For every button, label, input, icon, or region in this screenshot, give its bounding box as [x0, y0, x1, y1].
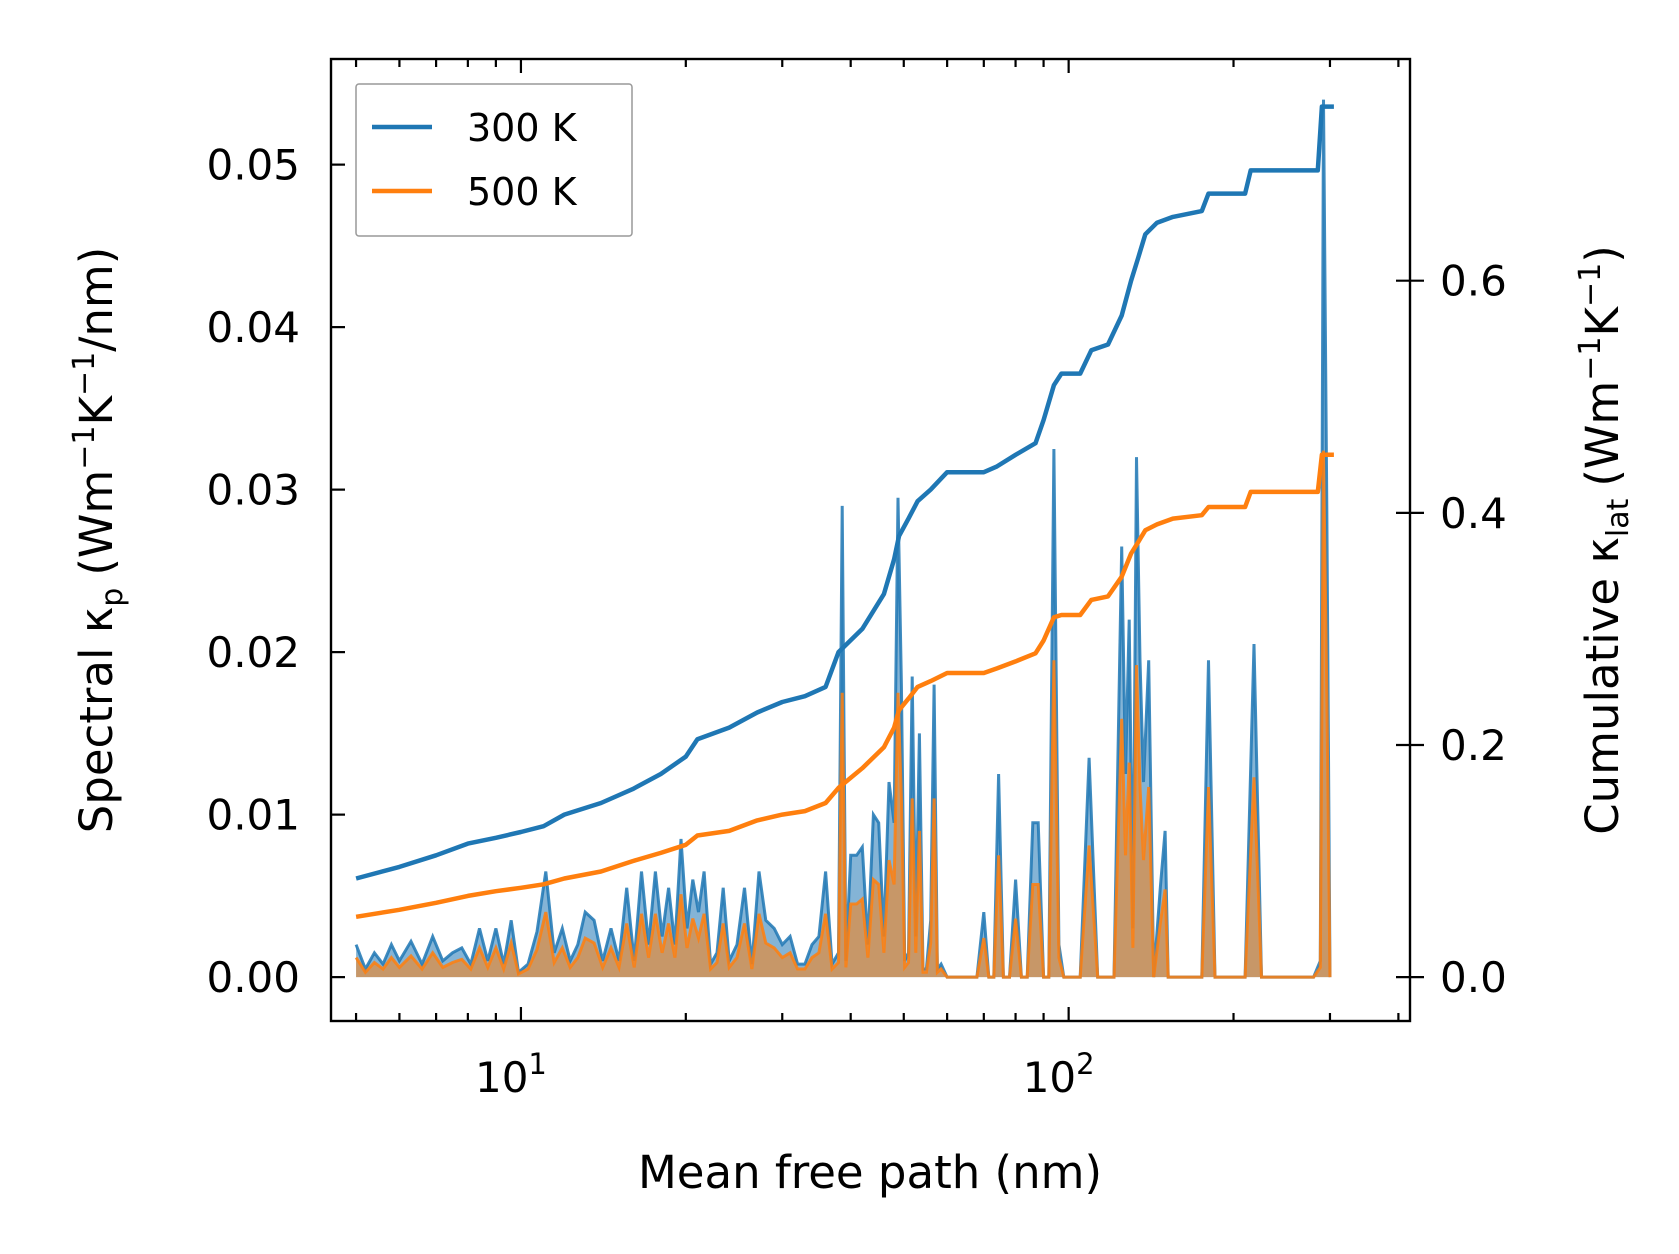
x-axis-title: Mean free path (nm) — [638, 1146, 1102, 1199]
axis-ticks: 101 1020.000.010.020.030.040.050.00.20.40… — [206, 59, 1507, 1102]
x-tick-label: 101 — [475, 1047, 547, 1102]
y-right-tick-label: 0.4 — [1440, 489, 1507, 538]
x-tick-label-exp: 1 — [528, 1047, 546, 1081]
y-right-title-sub: lat — [1601, 498, 1636, 537]
spectral-area-layer — [354, 99, 1332, 979]
legend-box — [355, 83, 633, 237]
plot-frame — [329, 57, 1412, 1023]
y-left-tick-label: 0.03 — [206, 466, 300, 515]
legend-label-300k: 300 K — [467, 106, 578, 150]
y-left-title-mid: K — [70, 395, 123, 426]
y-right-tick-label: 0.6 — [1440, 257, 1507, 306]
cumulative-line-300k — [355, 104, 1334, 881]
legend-label-500k: 500 K — [467, 170, 578, 214]
y-right-title-main: Cumulative κ — [1576, 537, 1629, 835]
y-right-title-sup2: −1 — [1573, 263, 1608, 307]
y-left-title-tail: /nm) — [70, 247, 123, 352]
y-left-title-sup1: −1 — [67, 426, 102, 470]
y-left-title-sup2: −1 — [67, 352, 102, 396]
cumulative-line-layer — [355, 104, 1334, 920]
y-left-tick-label: 0.00 — [206, 953, 300, 1002]
y-right-title-mid: K — [1576, 306, 1629, 337]
spectral-edge-300k — [354, 99, 1332, 979]
spectral-edge-500k — [354, 450, 1332, 979]
legend: 300 K 500 K — [355, 83, 633, 237]
y-right-title-sup1: −1 — [1573, 337, 1608, 381]
y-left-tick-label: 0.01 — [206, 791, 300, 840]
x-tick-label: 102 — [1023, 1047, 1095, 1102]
y-right-axis-title: Cumulative κlat(Wm−1K−1) — [1573, 245, 1636, 835]
y-right-title-units: (Wm — [1576, 381, 1629, 487]
y-left-tick-label: 0.05 — [206, 141, 300, 190]
cumulative-line-500k — [355, 452, 1334, 920]
y-left-tick-label: 0.04 — [206, 303, 300, 352]
spectral-area-500k — [356, 450, 1331, 978]
y-right-tick-label: 0.0 — [1440, 953, 1507, 1002]
x-tick-label-base: 10 — [1023, 1053, 1076, 1102]
y-left-title-units: (Wm — [70, 470, 123, 576]
y-right-tick-label: 0.2 — [1440, 721, 1507, 770]
x-tick-label-exp: 2 — [1076, 1047, 1094, 1081]
y-left-axis-title: Spectral κp(Wm−1K−1/nm) — [67, 247, 130, 834]
y-right-title-tail: ) — [1576, 245, 1629, 263]
x-tick-label-base: 10 — [475, 1053, 528, 1102]
y-left-title-sub: p — [95, 588, 130, 607]
y-left-title-main: Spectral κ — [70, 607, 123, 834]
y-left-tick-label: 0.02 — [206, 628, 300, 677]
